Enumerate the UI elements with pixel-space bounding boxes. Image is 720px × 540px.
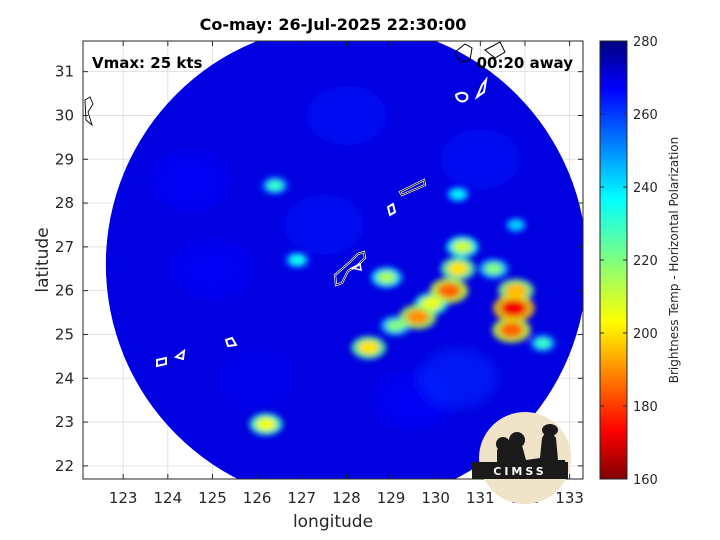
x-tick-label: 125 <box>198 489 227 507</box>
feature-core <box>534 337 552 349</box>
chart-title: Co-may: 26-Jul-2025 22:30:00 <box>200 15 467 34</box>
feature-core <box>452 240 473 254</box>
y-tick-label: 27 <box>55 238 74 256</box>
y-tick-label: 30 <box>55 106 74 124</box>
y-tick-label: 28 <box>55 194 74 212</box>
texture-patch <box>306 85 387 146</box>
coastlines <box>84 41 506 368</box>
logo-text: CIMSS <box>493 465 546 478</box>
x-tick-label: 123 <box>109 489 138 507</box>
colorbar <box>599 40 628 480</box>
texture-patch <box>418 348 498 409</box>
feature-core <box>406 309 429 325</box>
colorbar-ticks: 160 180 200 220 240 260 280 <box>600 35 658 488</box>
feature-core <box>447 261 469 276</box>
feature-core <box>500 322 524 338</box>
colorbar-tick-label: 160 <box>633 473 658 488</box>
texture-patch <box>217 348 298 409</box>
feature-core <box>358 340 380 355</box>
x-tick-label: 130 <box>421 489 450 507</box>
y-tick-label: 23 <box>55 413 74 431</box>
feature-core <box>386 319 405 332</box>
x-tick-label: 124 <box>154 489 183 507</box>
texture-patch <box>172 238 253 299</box>
colorbar-tick-label: 240 <box>633 181 658 196</box>
colorbar-tick-label: 180 <box>633 400 658 415</box>
swath-texture <box>150 85 521 431</box>
feature-core <box>501 299 527 317</box>
y-tick-label: 22 <box>55 457 74 475</box>
colorbar-tick-label: 200 <box>633 327 658 342</box>
convection-features <box>249 176 557 436</box>
feature-core <box>450 189 466 200</box>
y-axis-label: latitude <box>33 227 53 292</box>
colorbar-tick-label: 280 <box>633 35 658 50</box>
y-tick-label: 29 <box>55 150 74 168</box>
texture-patch <box>284 194 365 255</box>
axes-frame <box>82 40 584 480</box>
y-tick-label: 25 <box>55 325 74 343</box>
feature-core <box>377 271 396 284</box>
y-tick-label: 31 <box>55 63 74 81</box>
y-tick-label: 26 <box>55 282 74 300</box>
y-tick-label: 24 <box>55 369 74 387</box>
feature-core <box>437 282 461 299</box>
colorbar-tick-label: 220 <box>633 254 658 269</box>
feature-core <box>255 417 277 431</box>
x-tick-label: 133 <box>555 489 584 507</box>
colorbar-label: Brightness Temp - Horizontal Polarizatio… <box>667 137 681 384</box>
x-tick-label: 131 <box>466 489 495 507</box>
feature-core <box>508 220 524 230</box>
cimss-logo: CIMSS <box>472 412 571 504</box>
x-tick-label: 127 <box>287 489 316 507</box>
texture-patch <box>150 151 231 212</box>
time-away-annotation: 00:20 away <box>477 54 574 72</box>
feature-core <box>484 262 503 275</box>
x-tick-label: 128 <box>332 489 361 507</box>
vmax-annotation: Vmax: 25 kts <box>92 54 202 72</box>
colorbar-tick-label: 260 <box>633 108 658 123</box>
x-axis-label: longitude <box>293 512 373 532</box>
x-axis: 123124125126127128129130131132133 <box>109 41 584 507</box>
x-tick-label: 126 <box>243 489 272 507</box>
feature-core <box>266 180 284 192</box>
texture-patch <box>440 129 521 190</box>
feature-core <box>289 254 306 266</box>
y-axis: 22 23 24 25 26 27 28 29 30 31 <box>55 63 583 475</box>
x-tick-label: 129 <box>377 489 406 507</box>
feature-core <box>505 283 527 298</box>
